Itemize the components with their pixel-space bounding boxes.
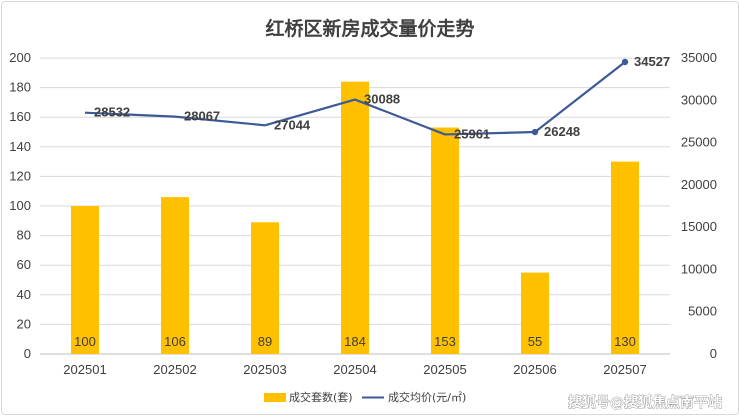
bar-value-label: 106: [164, 334, 186, 349]
bar-value-label: 184: [344, 334, 366, 349]
bar-value-label: 100: [74, 334, 96, 349]
bar: [251, 222, 279, 354]
left-tick-label: 140: [9, 139, 31, 154]
bar: [161, 197, 189, 354]
right-tick-label: 20000: [681, 177, 717, 192]
line-value-label: 28067: [184, 109, 220, 124]
right-tick-label: 15000: [681, 219, 717, 234]
category-label: 202502: [153, 362, 196, 377]
bar-value-label: 153: [434, 334, 456, 349]
left-tick-label: 60: [17, 257, 31, 272]
left-tick-label: 100: [9, 198, 31, 213]
left-tick-label: 200: [9, 50, 31, 65]
right-tick-label: 25000: [681, 135, 717, 150]
bar: [341, 81, 369, 355]
right-tick-label: 0: [710, 346, 717, 361]
legend-bar-swatch: [264, 393, 286, 402]
watermark: 搜狐号@搜狐焦点南平站: [568, 394, 722, 411]
line-point: [621, 58, 629, 66]
line-value-label: 25961: [454, 126, 490, 141]
legend-bar-label: 成交套数(套): [289, 390, 353, 404]
legend: 成交套数(套) 成交均价(元/㎡): [264, 390, 466, 404]
bar: [71, 206, 99, 354]
legend-line-label: 成交均价(元/㎡): [388, 390, 466, 404]
bar-data-labels: 100 106 89 184 153 55 130: [74, 334, 636, 349]
line-point: [531, 128, 539, 136]
right-tick-label: 30000: [681, 92, 717, 107]
line-value-label: 26248: [544, 124, 580, 139]
bar: [611, 161, 639, 354]
line-value-label: 30088: [364, 92, 400, 107]
line-data-labels: 28532 28067 27044 30088 25961 26248 34527: [94, 54, 670, 141]
line-series: [84, 58, 629, 136]
left-axis-ticks: 0 20 40 60 80 100 120 140 160 180 200: [9, 50, 31, 361]
right-tick-label: 10000: [681, 261, 717, 276]
bar-value-label: 89: [258, 334, 272, 349]
bar: [431, 127, 459, 354]
category-label: 202501: [63, 362, 106, 377]
category-label: 202503: [243, 362, 286, 377]
left-tick-label: 80: [17, 228, 31, 243]
category-label: 202504: [333, 362, 376, 377]
left-tick-label: 40: [17, 287, 31, 302]
left-tick-label: 20: [17, 316, 31, 331]
left-tick-label: 160: [9, 109, 31, 124]
category-labels: 202501 202502 202503 202504 202505 202506 2025…: [63, 362, 646, 377]
left-tick-label: 120: [9, 168, 31, 183]
bar-value-label: 130: [614, 334, 636, 349]
line-value-label: 27044: [274, 117, 311, 132]
bar: [521, 272, 549, 354]
category-label: 202507: [603, 362, 646, 377]
right-axis-ticks: 0 5000 10000 15000 20000 25000 30000 35000: [681, 50, 717, 361]
left-tick-label: 0: [24, 346, 31, 361]
bar-value-label: 55: [528, 334, 542, 349]
bar-series: [71, 81, 639, 355]
right-tick-label: 5000: [688, 304, 717, 319]
category-label: 202506: [513, 362, 556, 377]
line-value-label: 34527: [634, 54, 670, 69]
left-tick-label: 180: [9, 80, 31, 95]
category-label: 202505: [423, 362, 466, 377]
line-value-label: 28532: [94, 105, 130, 120]
chart-title: 红桥区新房成交量价走势: [265, 17, 474, 40]
right-tick-label: 35000: [681, 50, 717, 65]
